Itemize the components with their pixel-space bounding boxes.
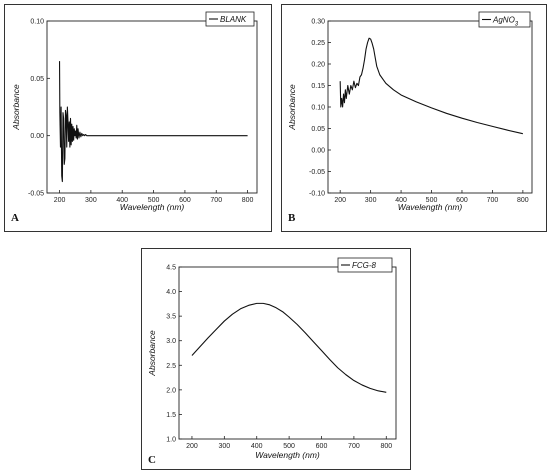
y-tick-label-b: 0.05: [311, 126, 325, 133]
y-tick-label-c: 4.0: [166, 289, 176, 296]
y-tick-label-c: 2.0: [166, 387, 176, 394]
y-tick-label-a: -0.05: [28, 191, 44, 198]
plot-frame-c: [178, 266, 397, 440]
legend-label-b: AgNO3: [492, 16, 519, 28]
x-tick-label-a: 700: [210, 197, 222, 204]
x-tick-label-c: 500: [283, 443, 295, 450]
plot-frame-a: [46, 20, 258, 194]
x-tick-label-b: 300: [365, 197, 377, 204]
y-axis-title-b: Absorbance: [287, 84, 297, 131]
series-line-a: [58, 61, 248, 183]
x-tick-label-a: 500: [148, 197, 160, 204]
x-tick-label-a: 300: [85, 197, 97, 204]
y-tick-label-c: 1.0: [166, 437, 176, 444]
legend-box-b: [478, 11, 531, 28]
y-tick-label-c: 1.5: [166, 412, 176, 419]
y-tick-label-c: 2.5: [166, 363, 176, 370]
chart-panel-a: 200 300 400 500 600 700 800 -0.05 0.00 0.05 0.10 Wa…: [4, 4, 272, 232]
y-tick-label-a: 0.10: [30, 19, 44, 26]
y-tick-label-c: 3.5: [166, 314, 176, 321]
y-axis-title-a: Absorbance: [11, 84, 21, 131]
legend-label-a: BLANK: [220, 15, 247, 24]
y-tick-label-b: -0.05: [309, 169, 325, 176]
y-axis-title-c: Absorbance: [147, 330, 157, 377]
y-tick-label-b: -0.10: [309, 191, 325, 198]
x-tick-label-b: 200: [334, 197, 346, 204]
x-tick-label-c: 800: [380, 443, 392, 450]
chart-b-svg: 200 300 400 500 600 700 800 -0.10 -0.05 0.00 0.05 0…: [287, 11, 533, 224]
x-axis-title-a: Wavelength (nm): [120, 202, 185, 212]
chart-panel-c: 200 300 400 500 600 700 800 1.0 1.5 2.0 2.5 3.0 3.5 4…: [141, 248, 411, 470]
x-tick-label-c: 600: [316, 443, 328, 450]
y-tick-label-b: 0.10: [311, 105, 325, 112]
series-line-c: [191, 302, 387, 393]
x-tick-label-a: 200: [54, 197, 66, 204]
y-tick-label-b: 0.25: [311, 40, 325, 47]
x-tick-label-b: 400: [395, 197, 407, 204]
x-tick-label-a: 600: [179, 197, 191, 204]
x-tick-label-a: 400: [116, 197, 128, 204]
y-tick-label-a: 0.00: [30, 133, 44, 140]
chart-a-svg: 200 300 400 500 600 700 800 -0.05 0.00 0.05 0.10 Wa…: [11, 11, 258, 224]
panel-letter-b: B: [288, 212, 296, 224]
y-tick-label-b: 0.30: [311, 19, 325, 26]
panel-letter-c: C: [148, 454, 156, 466]
x-tick-label-c: 200: [186, 443, 198, 450]
x-tick-label-c: 400: [251, 443, 263, 450]
series-line-b: [339, 37, 523, 135]
x-tick-label-c: 700: [348, 443, 360, 450]
x-axis-title-b: Wavelength (nm): [398, 202, 463, 212]
chart-panel-b: 200 300 400 500 600 700 800 -0.10 -0.05 0.00 0.05 0…: [281, 4, 547, 232]
y-tick-label-b: 0.20: [311, 62, 325, 69]
x-tick-label-b: 800: [517, 197, 529, 204]
legend-box-a: [205, 11, 255, 27]
x-tick-label-c: 300: [218, 443, 230, 450]
y-tick-label-b: 0.15: [311, 83, 325, 90]
chart-c-svg: 200 300 400 500 600 700 800 1.0 1.5 2.0 2.5 3.0 3.5 4…: [147, 257, 397, 466]
x-tick-label-b: 600: [456, 197, 468, 204]
x-tick-label-a: 800: [242, 197, 254, 204]
x-axis-title-c: Wavelength (nm): [255, 450, 320, 460]
legend-label-c: FCG-8: [352, 261, 377, 270]
y-tick-label-a: 0.05: [30, 76, 44, 83]
y-tick-label-c: 4.5: [166, 265, 176, 272]
x-tick-label-b: 700: [487, 197, 499, 204]
legend-box-c: [337, 257, 393, 273]
y-tick-label-b: 0.00: [311, 148, 325, 155]
panel-letter-a: A: [11, 212, 19, 224]
y-tick-label-c: 3.0: [166, 338, 176, 345]
x-tick-label-b: 500: [426, 197, 438, 204]
